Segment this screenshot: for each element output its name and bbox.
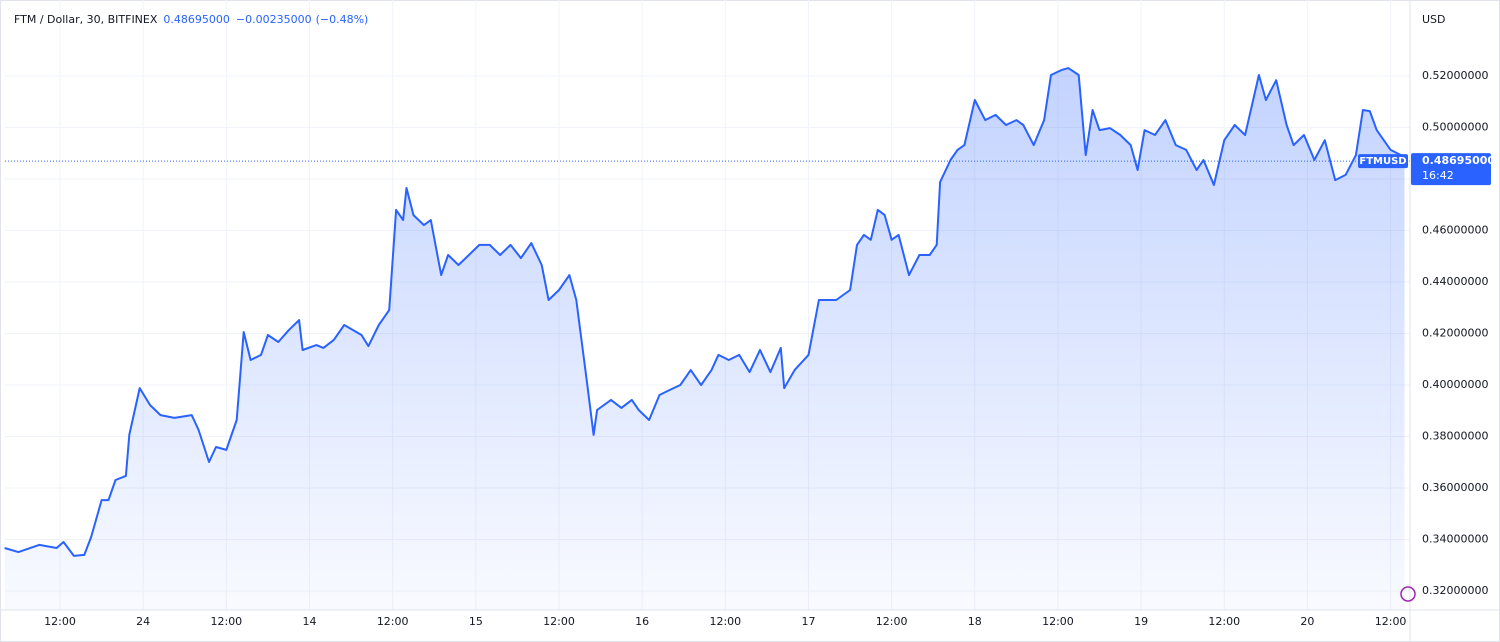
currency: USD [1422,13,1446,26]
x-tick-label: 12:00 [876,615,908,628]
icon[interactable] [1400,586,1416,602]
x-tick-label: 12:00 [210,615,242,628]
y-tick-label: 0.36000000 [1422,481,1488,494]
y-tick-label: 0.38000000 [1422,429,1488,442]
x-tick-label: 18 [968,615,982,628]
x-tick-label: 16 [635,615,649,628]
header: FTM / Dollar, 30, BITFINEX 0.48695000 −0.0… [14,13,368,26]
x-tick-label: 15 [469,615,483,628]
x-tick-label: 24 [136,615,150,628]
x-tick-label: 19 [1134,615,1148,628]
last-price-badge [1411,153,1491,186]
symbol-title: FTM / Dollar, 30, BITFINEX [14,13,158,26]
x-tick-label: 12:00 [1375,615,1407,628]
header-price: 0.48695000 [163,13,229,26]
y-tick-label: 0.44000000 [1422,275,1488,288]
y-tick-label: 0.50000000 [1422,121,1488,134]
last-price-label: 0.48695000 [1422,154,1495,167]
x-tick-label: 20 [1300,615,1314,628]
x-tick-label: 12:00 [1208,615,1240,628]
x-tick-label: 17 [801,615,815,628]
header-change: −0.00235000 [236,13,312,26]
y-tick-label: 0.40000000 [1422,378,1488,391]
plot [4,67,1410,611]
area [4,68,1405,611]
header-change-pct: (−0.48%) [316,13,369,26]
symbol-tag: FTMUSD [1359,156,1406,167]
y-tick-label: 0.34000000 [1422,532,1488,545]
x-tick-label: 12:00 [709,615,741,628]
y-tick-label: 0.32000000 [1422,584,1488,597]
x-tick-label: 12:00 [543,615,575,628]
y-tick-label: 0.42000000 [1422,327,1488,340]
x-tick-label: 12:00 [377,615,409,628]
line [4,67,1406,557]
x-tick-label: 12:00 [44,615,76,628]
x-tick-label: 14 [303,615,317,628]
y-tick-label: 0.46000000 [1422,224,1488,237]
y-tick-label: 0.52000000 [1422,69,1488,82]
axes: 0.32000000 0.34000000 0.36000000 0.38000000… [44,69,1495,628]
x-tick-label: 12:00 [1042,615,1074,628]
symbol-tag-bg [1358,154,1408,169]
countdown: 16:42 [1422,169,1454,182]
